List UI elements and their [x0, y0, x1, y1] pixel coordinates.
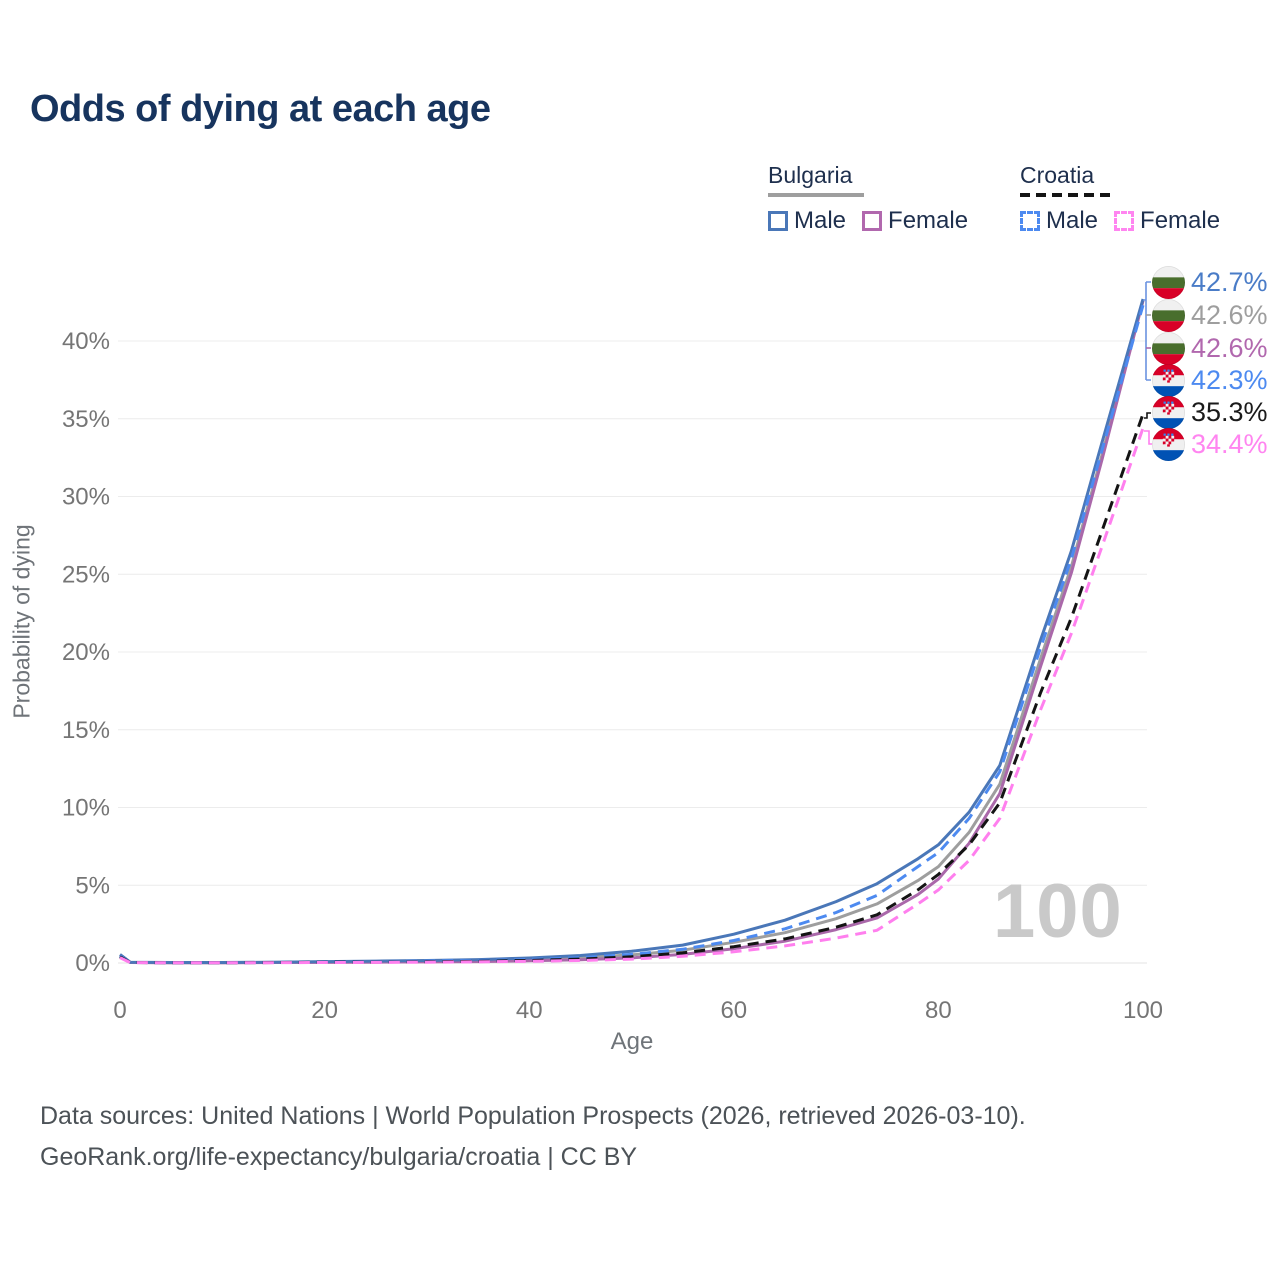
x-tick-label-60: 60 [720, 997, 747, 1024]
legend-country-croatia: Croatia [1020, 162, 1095, 188]
y-tick-label-0: 0% [75, 950, 110, 977]
line-croatia-male [119, 304, 1145, 965]
y-tick-label-25: 25% [62, 561, 110, 588]
y-tick-label-5: 5% [75, 872, 110, 899]
y-tick-label-35: 35% [62, 406, 110, 433]
leader-line-3 [1144, 412, 1151, 419]
x-tick-label-20: 20 [311, 997, 338, 1024]
x-tick-label-100: 100 [1123, 997, 1163, 1024]
footer: Data sources: United Nations | World Pop… [40, 1096, 1026, 1178]
legend-label-croatia-female: Female [1140, 207, 1221, 234]
croatia-flag-icon [1152, 428, 1185, 461]
y-axis-title: Probability of dying [8, 524, 35, 719]
legend-label-bulgaria-male: Male [794, 207, 847, 234]
end-label-value: 42.3% [1191, 364, 1268, 395]
legend-item-croatia-female[interactable]: Female [1114, 207, 1220, 235]
legend-country-bulgaria: Bulgaria [768, 162, 853, 188]
legend-item-bulgaria-male[interactable]: Male [768, 207, 846, 235]
x-tick-label-40: 40 [516, 997, 543, 1024]
line-bulgaria-female [119, 300, 1145, 965]
end-label-row-4: 35.3% [1152, 395, 1268, 429]
x-axis-title: Age [610, 1028, 654, 1055]
bulgaria-male-swatch-icon [768, 211, 788, 231]
end-label-value: 42.6% [1191, 332, 1268, 363]
end-label-value: 35.3% [1191, 396, 1268, 427]
bulgaria-flag-icon [1152, 332, 1185, 365]
legend-item-croatia-male[interactable]: Male [1020, 207, 1098, 235]
bulgaria-flag-icon [1152, 299, 1185, 332]
legend-group-bulgaria: Bulgaria Male Female [768, 162, 968, 235]
end-label-row-0: 42.7% [1152, 265, 1268, 299]
croatia-flag-icon [1152, 396, 1185, 429]
legend-item-bulgaria-female[interactable]: Female [862, 207, 968, 235]
line-bulgaria-both-sexes [119, 300, 1145, 965]
footer-attribution: GeoRank.org/life-expectancy/bulgaria/cro… [40, 1143, 638, 1171]
y-tick-label-15: 15% [62, 717, 110, 744]
bulgaria-flag-icon [1152, 266, 1185, 299]
y-tick-label-30: 30% [62, 484, 110, 511]
end-label-value: 34.4% [1191, 428, 1268, 459]
x-tick-label-80: 80 [925, 997, 952, 1024]
end-label-value: 42.7% [1191, 266, 1268, 297]
legend-label-bulgaria-female: Female [888, 207, 969, 234]
line-croatia-female [119, 427, 1145, 965]
end-label-row-1: 42.6% [1152, 298, 1268, 332]
legend-label-croatia-male: Male [1046, 207, 1099, 234]
end-label-row-2: 42.6% [1152, 331, 1268, 365]
end-label-value: 42.6% [1191, 299, 1268, 330]
legend-underline-bulgaria-solid [768, 193, 864, 197]
croatia-flag-icon [1152, 364, 1185, 397]
legend-group-croatia: Croatia Male Female [1020, 162, 1220, 235]
end-label-row-5: 34.4% [1152, 427, 1268, 461]
y-tick-label-40: 40% [62, 328, 110, 355]
leader-line-4 [1144, 430, 1153, 445]
line-bulgaria-male [119, 298, 1145, 964]
bulgaria-female-swatch-icon [862, 211, 883, 231]
age-counter-watermark: 100 [993, 869, 1123, 954]
croatia-female-swatch-icon [1114, 211, 1135, 231]
footer-data-sources: Data sources: United Nations | World Pop… [40, 1102, 1026, 1130]
y-tick-label-10: 10% [62, 795, 110, 822]
croatia-male-swatch-icon [1020, 211, 1040, 231]
chart-title: Odds of dying at each age [30, 88, 491, 130]
y-tick-label-20: 20% [62, 639, 110, 666]
leader-line-0 [1143, 281, 1151, 381]
legend-underline-croatia-dashed [1020, 193, 1110, 197]
x-tick-label-0: 0 [113, 997, 126, 1024]
end-label-row-3: 42.3% [1152, 363, 1268, 397]
